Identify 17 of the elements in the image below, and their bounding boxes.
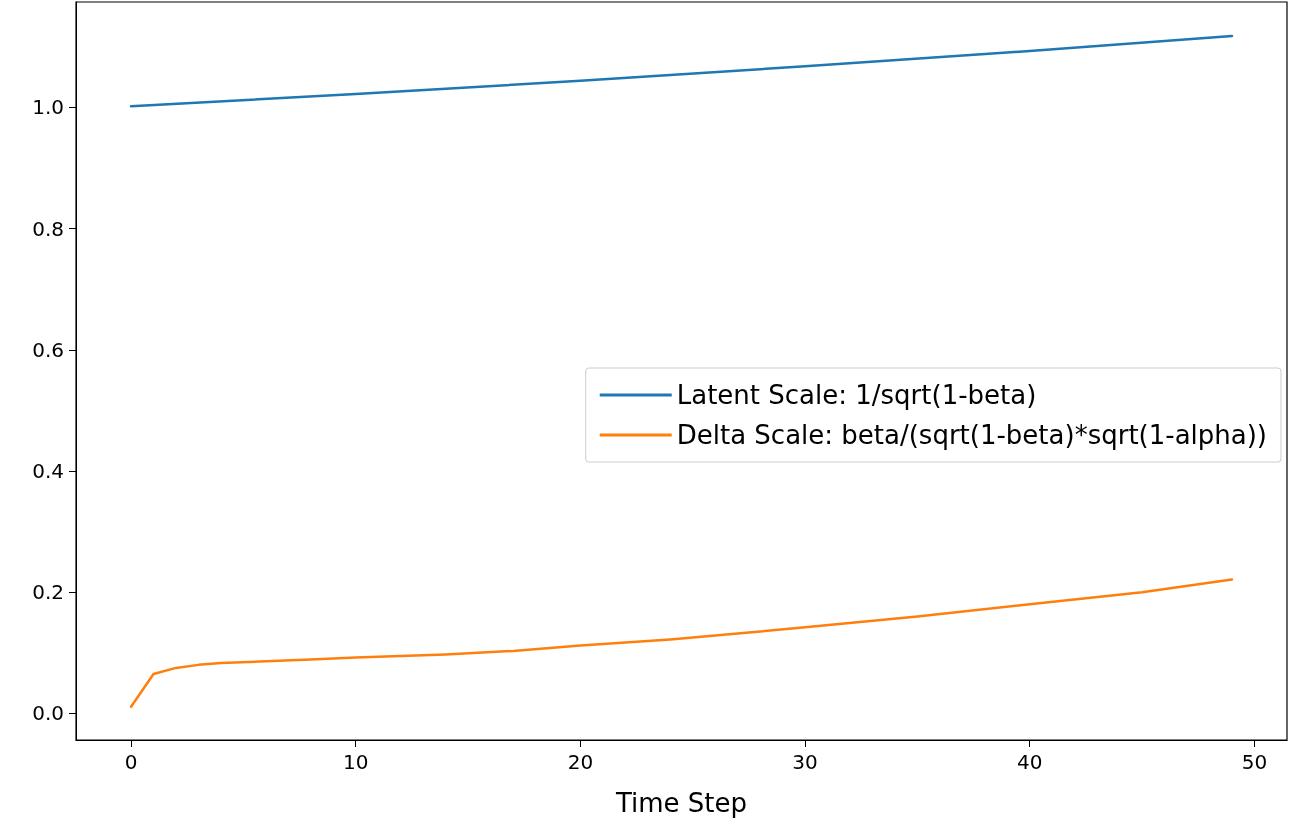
x-tick-label: 50 (1241, 750, 1268, 774)
x-tick-label: 20 (567, 750, 594, 774)
line-series (129, 578, 1234, 708)
line-series (129, 34, 1234, 108)
x-tick-label: 40 (1017, 750, 1043, 774)
y-tick-label: 0.4 (32, 458, 64, 483)
y-tick-label: 1.0 (32, 95, 64, 120)
x-tick-label: 0 (124, 750, 138, 774)
legend-label: Delta Scale: beta/(sqrt(1-beta)*sqrt(1-alpha)) (676, 420, 1268, 450)
x-tick-label: 30 (792, 750, 818, 774)
x-tick-label: 10 (342, 750, 369, 774)
y-tick-label: 0.0 (32, 701, 64, 726)
legend-label: Latent Scale: 1/sqrt(1-beta) (676, 380, 1037, 410)
y-tick-label: 0.2 (32, 580, 64, 605)
y-tick-label: 0.8 (32, 216, 64, 241)
y-tick-label: 0.6 (32, 337, 64, 362)
x-axis-title: Time Step (614, 788, 748, 818)
